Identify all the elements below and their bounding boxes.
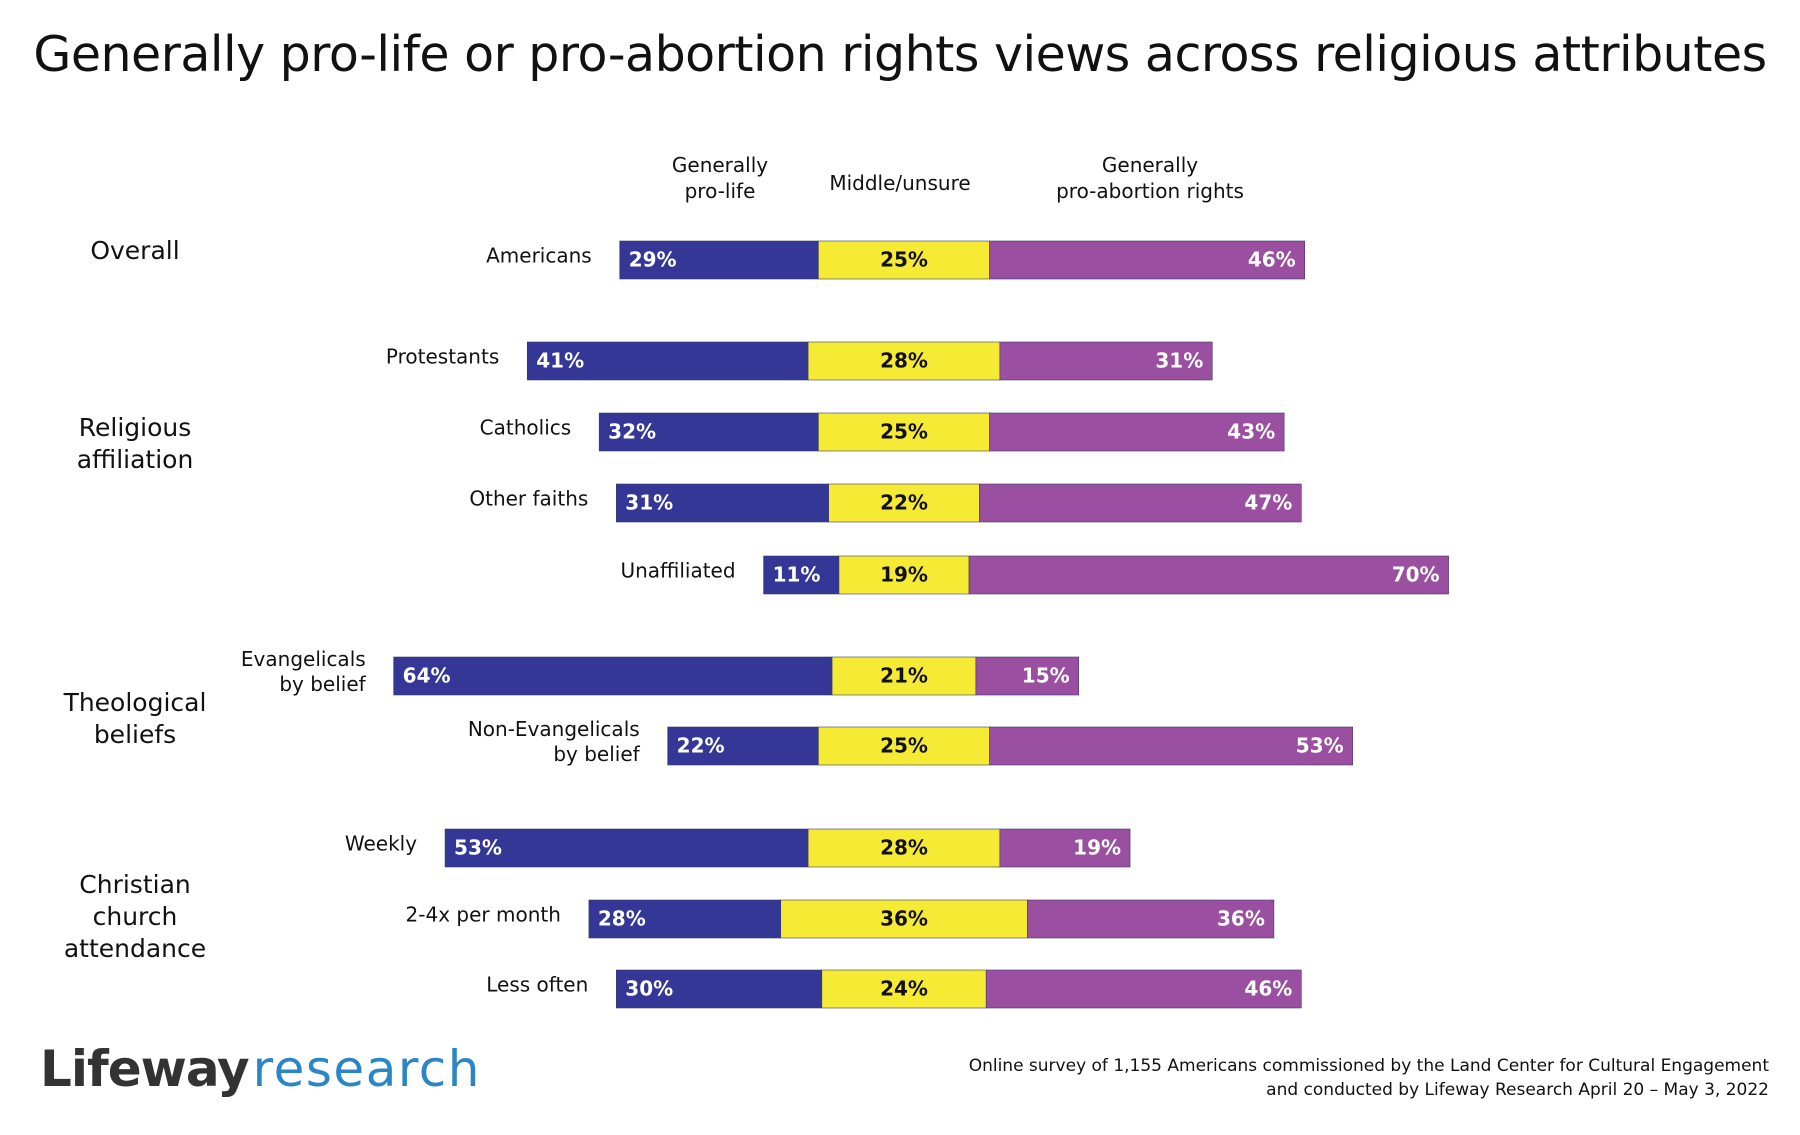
bar-segment-row-0-series-1: [818, 240, 990, 280]
data-label-row-1-series-2: 31%: [1155, 349, 1203, 373]
data-label-row-0-series-1: 25%: [880, 248, 928, 272]
data-label-row-2-series-2: 43%: [1227, 420, 1275, 444]
data-label-row-2-series-1: 25%: [880, 420, 928, 444]
data-label-row-6-series-1: 25%: [880, 734, 928, 758]
column-header-pro-life: Generally pro-life: [620, 152, 820, 204]
group-label-0-line-0: Overall: [90, 236, 179, 265]
data-label-row-7-series-2: 19%: [1073, 836, 1121, 860]
column-header-pro-life-line1: Generally: [671, 153, 769, 177]
column-header-pro-choice-line2: pro-abortion rights: [1056, 179, 1244, 203]
bar-segment-row-6-series-1: [818, 726, 990, 766]
row-label-9-line-0: Less often: [486, 973, 588, 997]
bar-segment-row-5-series-0: [393, 656, 833, 696]
data-label-row-1-series-0: 41%: [536, 349, 584, 373]
bar-segment-row-8-series-0: [588, 899, 782, 939]
row-label-2-line-0: Catholics: [480, 416, 572, 440]
group-label-2-line-0: Theological: [63, 688, 207, 717]
group-label-1-line-0: Religious: [79, 413, 192, 442]
brand-lifeway: Lifeway: [40, 1040, 250, 1098]
row-label-0-line-0: Americans: [486, 244, 592, 268]
row-label-7-line-0: Weekly: [345, 832, 417, 856]
data-label-row-0-series-2: 46%: [1248, 248, 1296, 272]
group-label-3-line-0: Christian: [79, 870, 190, 899]
data-label-row-5-series-1: 21%: [880, 664, 928, 688]
footnote-line2: and conducted by Lifeway Research April …: [1266, 1080, 1769, 1100]
group-label-2-line-1: beliefs: [94, 720, 176, 749]
column-header-pro-life-line2: pro-life: [684, 179, 756, 203]
bar-segment-row-9-series-0: [615, 969, 823, 1009]
row-label-1-line-0: Protestants: [386, 345, 499, 369]
data-label-row-0-series-0: 29%: [629, 248, 677, 272]
data-label-row-7-series-1: 28%: [880, 836, 928, 860]
row-label-3-line-0: Other faiths: [469, 487, 588, 511]
chart-title: Generally pro-life or pro-abortion right…: [33, 26, 1767, 83]
group-label-3-line-1: church: [93, 902, 178, 931]
bar-segment-row-2-series-1: [818, 412, 990, 452]
bar-segment-row-2-series-0: [598, 412, 819, 452]
bar-segment-row-7-series-1: [807, 828, 1001, 868]
group-label-3-line-2: attendance: [64, 934, 206, 963]
row-label-8-line-0: 2-4x per month: [406, 903, 561, 927]
bar-segment-row-4-series-0: [763, 555, 840, 595]
bar-segment-row-2-series-2: [989, 412, 1285, 452]
row-label-6-line-1: by belief: [553, 742, 640, 766]
bar-segment-row-3-series-0: [615, 483, 829, 523]
data-label-row-1-series-1: 28%: [880, 349, 928, 373]
bar-segment-row-9-series-2: [985, 969, 1302, 1009]
bar-segment-row-7-series-0: [444, 828, 809, 868]
data-label-row-9-series-1: 24%: [880, 977, 928, 1001]
lifeway-research-logo: Lifewayresearch: [40, 1040, 481, 1098]
data-label-row-6-series-0: 22%: [677, 734, 725, 758]
group-label-1-line-1: affiliation: [77, 445, 194, 474]
column-header-pro-choice: Generally pro-abortion rights: [1020, 152, 1280, 204]
data-label-row-2-series-0: 32%: [608, 420, 656, 444]
bar-segment-row-6-series-0: [667, 726, 819, 766]
bar-segment-row-1-series-0: [526, 341, 809, 381]
bar-segment-row-8-series-2: [1027, 899, 1275, 939]
data-label-row-3-series-2: 47%: [1244, 491, 1292, 515]
bar-segment-row-9-series-1: [821, 969, 987, 1009]
data-label-row-9-series-0: 30%: [625, 977, 673, 1001]
data-label-row-6-series-2: 53%: [1296, 734, 1344, 758]
data-label-row-4-series-2: 70%: [1392, 563, 1440, 587]
bar-segment-row-5-series-2: [975, 656, 1079, 696]
data-label-row-5-series-0: 64%: [403, 664, 451, 688]
data-label-row-7-series-0: 53%: [454, 836, 502, 860]
bar-segment-row-5-series-1: [831, 656, 977, 696]
bar-segment-row-7-series-2: [999, 828, 1131, 868]
data-label-row-4-series-1: 19%: [880, 563, 928, 587]
data-label-row-8-series-2: 36%: [1217, 907, 1265, 931]
bar-segment-row-4-series-1: [838, 555, 970, 595]
bar-segment-row-4-series-2: [968, 555, 1449, 595]
column-header-pro-choice-line1: Generally: [1101, 153, 1199, 177]
bar-segment-row-0-series-0: [619, 240, 819, 280]
bar-segment-row-8-series-1: [780, 899, 1028, 939]
data-label-row-9-series-2: 46%: [1244, 977, 1292, 1001]
data-label-row-3-series-0: 31%: [625, 491, 673, 515]
bar-segment-row-3-series-2: [979, 483, 1302, 523]
bar-segment-row-1-series-2: [999, 341, 1213, 381]
data-label-row-8-series-1: 36%: [880, 907, 928, 931]
footnote: Online survey of 1,155 Americans commiss…: [869, 1054, 1769, 1102]
data-label-row-3-series-1: 22%: [880, 491, 928, 515]
data-label-row-4-series-0: 11%: [773, 563, 821, 587]
row-label-5-line-0: Evangelicals: [241, 647, 366, 671]
data-label-row-8-series-0: 28%: [598, 907, 646, 931]
column-header-middle-line1: Middle/unsure: [829, 171, 971, 195]
brand-research: research: [252, 1040, 481, 1098]
row-label-4-line-0: Unaffiliated: [620, 559, 735, 583]
footnote-line1: Online survey of 1,155 Americans commiss…: [968, 1056, 1769, 1076]
bar-segment-row-0-series-2: [989, 240, 1306, 280]
row-label-5-line-1: by belief: [279, 672, 366, 696]
row-label-6-line-0: Non-Evangelicals: [468, 717, 640, 741]
bar-segment-row-3-series-1: [828, 483, 980, 523]
bar-segment-row-6-series-2: [989, 726, 1353, 766]
data-label-row-5-series-2: 15%: [1022, 664, 1070, 688]
column-header-middle: Middle/unsure: [800, 170, 1000, 196]
